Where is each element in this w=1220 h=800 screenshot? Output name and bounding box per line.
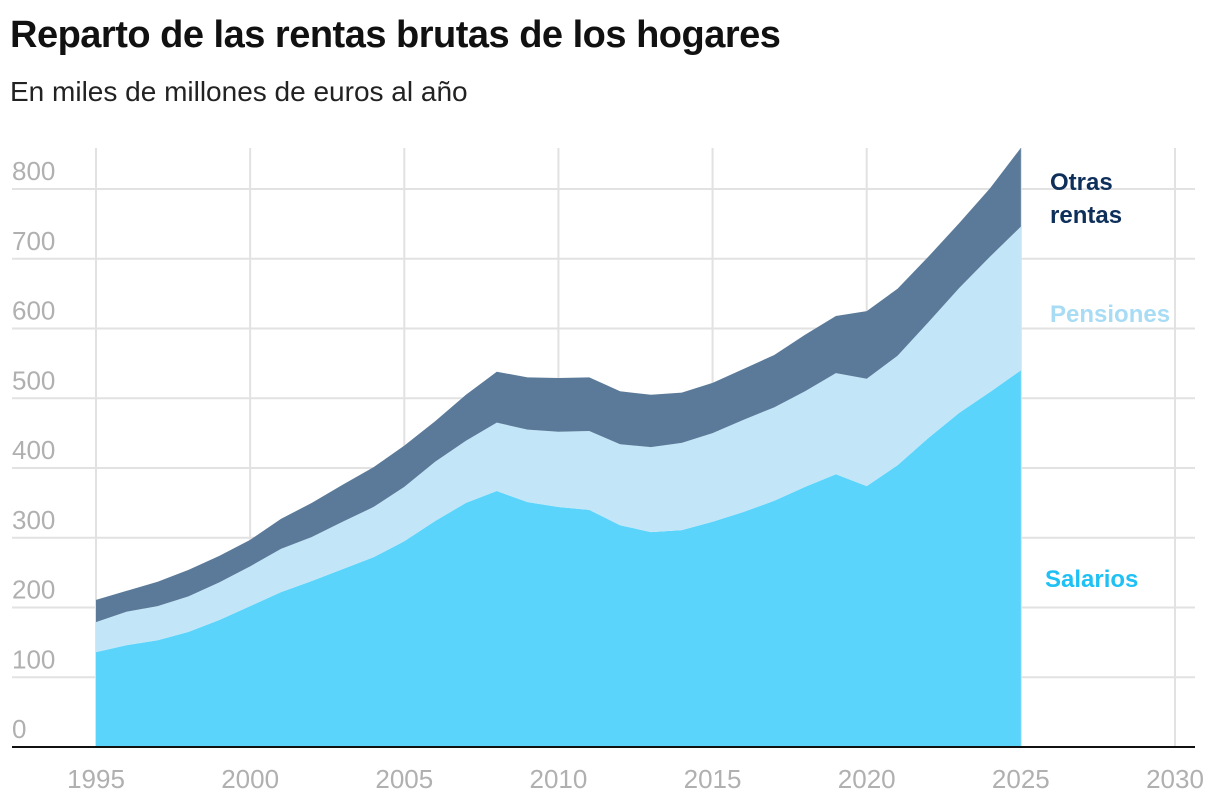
area <box>96 147 1021 623</box>
series-label: Salarios <box>1045 566 1139 593</box>
x-tick-label: 2020 <box>838 764 896 794</box>
x-tick-label: 2025 <box>992 764 1050 794</box>
x-tick-label: 2015 <box>684 764 742 794</box>
x-tick-label: 2000 <box>221 764 279 794</box>
area <box>96 226 1021 653</box>
y-tick-label: 700 <box>12 226 55 256</box>
y-tick-label: 400 <box>12 435 55 465</box>
x-tick-label: 1995 <box>67 764 125 794</box>
y-tick-label: 200 <box>12 575 55 605</box>
y-tick-label: 0 <box>12 714 26 744</box>
x-tick-label: 2010 <box>530 764 588 794</box>
areas <box>96 147 1021 747</box>
area <box>96 370 1021 747</box>
y-tick-label: 100 <box>12 644 55 674</box>
y-tick-label: 300 <box>12 505 55 535</box>
x-tick-label: 2005 <box>375 764 433 794</box>
series-label: Pensiones <box>1050 301 1171 328</box>
chart-title: Reparto de las rentas brutas de los hoga… <box>10 14 781 56</box>
y-tick-label: 500 <box>12 365 55 395</box>
series-label: Otras rentas <box>1050 169 1123 229</box>
chart-subtitle: En miles de millones de euros al año <box>10 76 468 107</box>
y-tick-label: 800 <box>12 156 55 186</box>
y-tick-label: 600 <box>12 296 55 326</box>
x-tick-label: 2030 <box>1146 764 1204 794</box>
